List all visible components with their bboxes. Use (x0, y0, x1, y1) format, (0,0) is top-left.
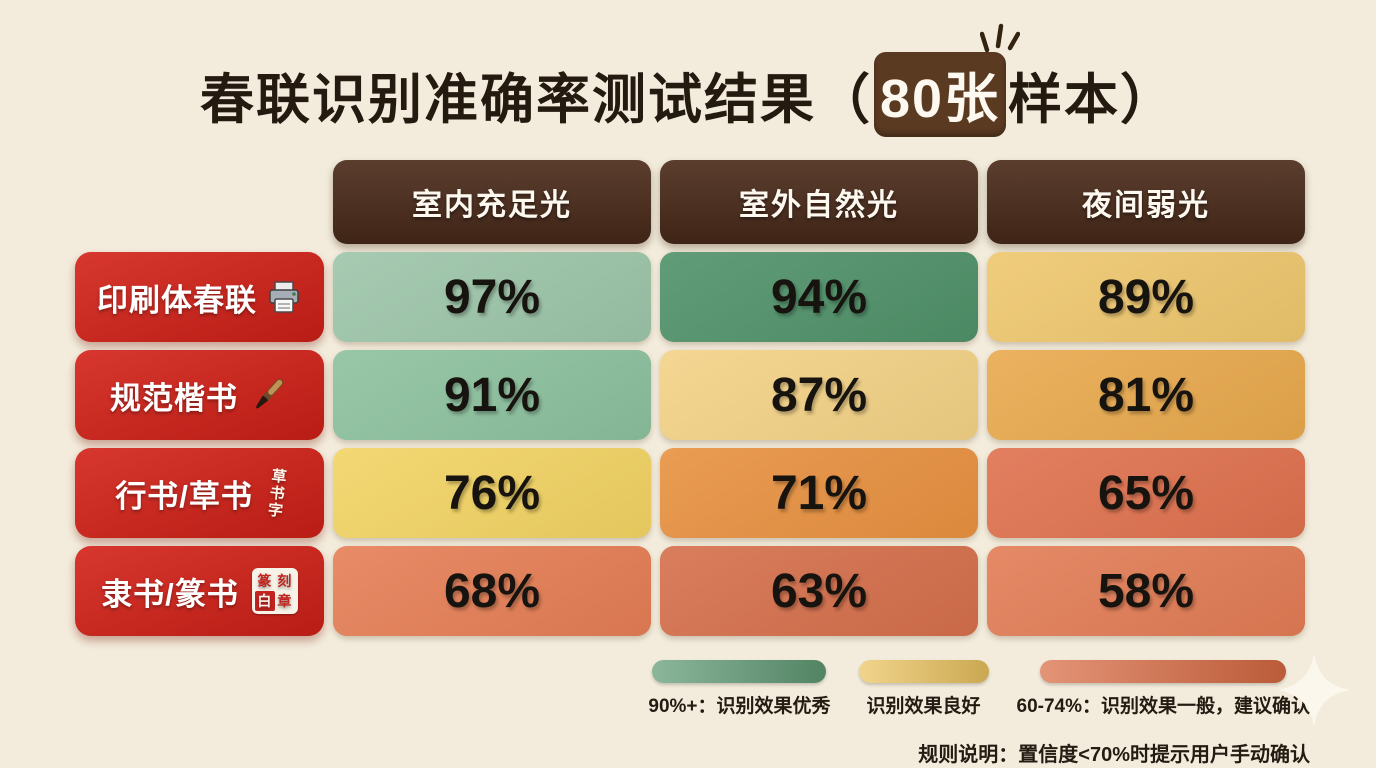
cell-kaishu-outdoor: 87% (660, 350, 978, 440)
emphasis-strokes-icon (980, 23, 1021, 53)
title-highlight-text: 80张 (879, 69, 1001, 129)
cell-kaishu-night: 81% (987, 350, 1305, 440)
seal-char: 章 (277, 594, 293, 610)
sparkle-icon (1277, 653, 1351, 727)
legend-item-excellent: 90%+：识别效果优秀 (648, 660, 831, 718)
rule-footnote: 规则说明：置信度<70%时提示用户手动确认 (918, 744, 1310, 766)
row-label-text: 行书/草书 (115, 478, 253, 514)
row-label-text: 规范楷书 (110, 380, 238, 416)
row-label-printed: 印刷体春联 (75, 252, 324, 342)
column-header-outdoor: 室外自然光 (660, 160, 978, 244)
column-header-night: 夜间弱光 (987, 160, 1305, 244)
legend-item-fair: 60-74%：识别效果一般，建议确认 (1016, 660, 1311, 718)
row-label-xingcao: 行书/草书 草书字 (75, 448, 324, 538)
legend-label: 90%+：识别效果优秀 (648, 696, 831, 717)
row-label-lizhuan: 隶书/篆书 篆 刻 白 章 (75, 546, 324, 636)
row-label-text: 印刷体春联 (97, 282, 257, 318)
cell-kaishu-indoor: 91% (333, 350, 651, 440)
legend-label: 识别效果良好 (866, 696, 981, 717)
row-label-text: 隶书/篆书 (101, 576, 239, 612)
cell-lizhuan-indoor: 68% (333, 546, 651, 636)
legend-label: 60-74%：识别效果一般，建议确认 (1016, 696, 1311, 717)
table-corner-spacer (75, 160, 324, 244)
row-label-kaishu: 规范楷书 (75, 350, 324, 440)
legend-row: 90%+：识别效果优秀 识别效果良好 60-74%：识别效果一般，建议确认 (648, 660, 1310, 718)
seal-icon: 篆 刻 白 章 (251, 568, 298, 614)
legend-swatch-yellow (858, 660, 989, 683)
cell-printed-night: 89% (987, 252, 1305, 342)
brush-icon (256, 378, 284, 409)
results-table: 室内充足光 室外自然光 夜间弱光 印刷体春联 97% 94% 89% 规范楷书 (75, 160, 1305, 636)
cell-lizhuan-outdoor: 63% (660, 546, 978, 636)
title-highlight-badge: 80张 (873, 23, 1021, 137)
cell-lizhuan-night: 58% (987, 546, 1305, 636)
title-suffix: 样本） (1008, 70, 1177, 130)
cell-xingcao-outdoor: 71% (660, 448, 978, 538)
printer-icon (269, 281, 299, 313)
cell-printed-indoor: 97% (333, 252, 651, 342)
cell-xingcao-indoor: 76% (333, 448, 651, 538)
legend-swatch-orange (1040, 660, 1287, 683)
seal-char: 篆 (257, 574, 273, 590)
caoshu-annotation: 草书字 (265, 466, 289, 520)
legend-item-good: 识别效果良好 (858, 660, 989, 718)
seal-char: 刻 (277, 574, 293, 590)
legend: 90%+：识别效果优秀 识别效果良好 60-74%：识别效果一般，建议确认 规则… (648, 660, 1310, 767)
seal-char: 白 (254, 591, 275, 611)
cell-printed-outdoor: 94% (660, 252, 978, 342)
legend-swatch-green (652, 660, 827, 683)
title-prefix: 春联识别准确率测试结果（ (199, 70, 872, 130)
column-header-indoor: 室内充足光 (333, 160, 651, 244)
page-title: 春联识别准确率测试结果（ 80张 样本） (0, 23, 1376, 137)
cell-xingcao-night: 65% (987, 448, 1305, 538)
